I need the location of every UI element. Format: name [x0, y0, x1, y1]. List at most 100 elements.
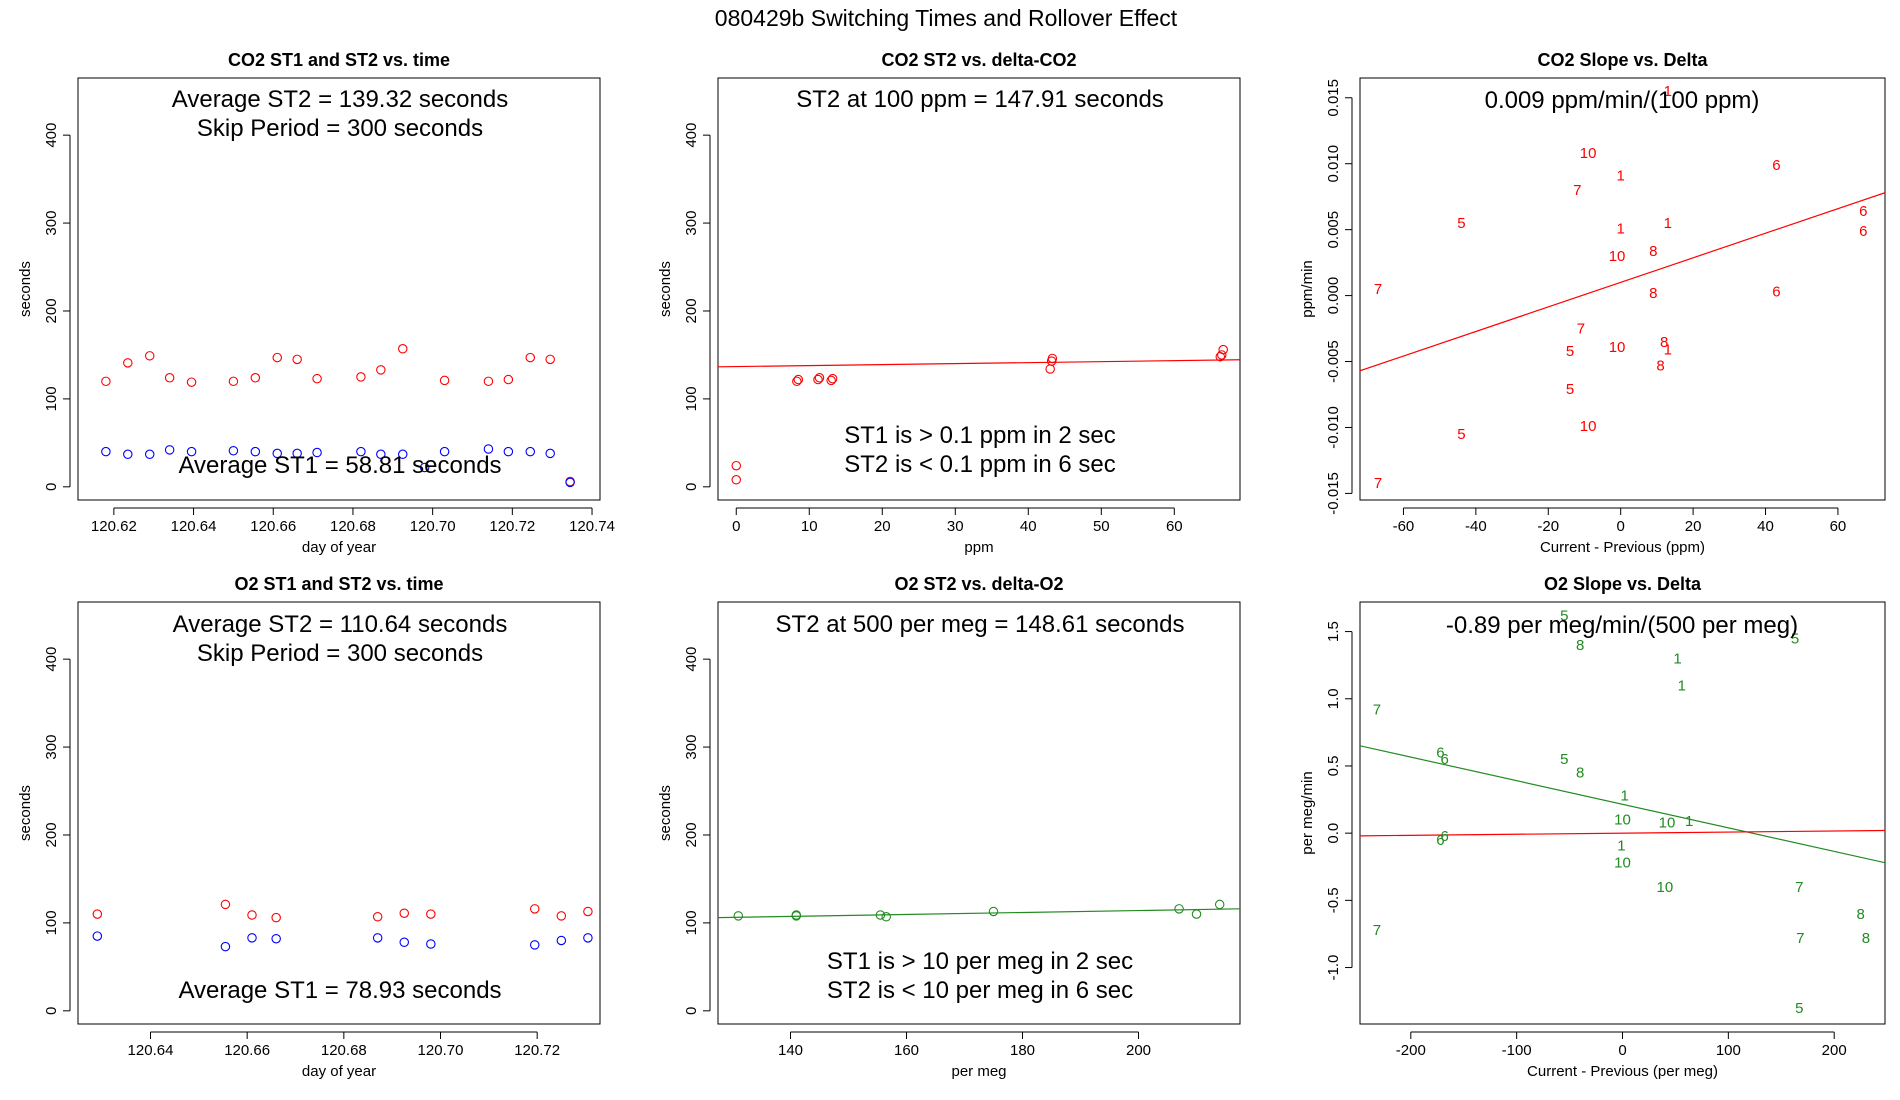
x-axis: 120.62 120.64 120.66 120.68 120.70 120.72 120.… [91, 507, 615, 535]
y-tick-label: 400 [43, 123, 60, 148]
series-1 [92, 899, 593, 923]
y-tick-label: -0.010 [1325, 406, 1342, 449]
annotation: ST2 at 100 ppm = 147.91 seconds [796, 86, 1164, 113]
point-label: 8 [1660, 334, 1668, 351]
x-tick-label: 10 [801, 518, 818, 535]
annotation: Average ST2 = 110.64 seconds [173, 611, 508, 638]
y-tick-label: 200 [43, 298, 60, 323]
x-tick-label: 20 [1685, 518, 1702, 535]
x-tick-label: 60 [1830, 518, 1847, 535]
point-label: 5 [1566, 343, 1574, 360]
point-label: 8 [1856, 906, 1864, 923]
annotation: ST1 is > 0.1 ppm in 2 sec [844, 422, 1115, 449]
x-tick-label: 40 [1757, 518, 1774, 535]
data-point [101, 446, 111, 457]
y-tick-label: 100 [43, 386, 60, 411]
data-point [220, 899, 231, 910]
point-label: 1 [1664, 342, 1672, 359]
point-label: 1 [1617, 837, 1625, 854]
data-point [356, 372, 366, 382]
plot-data [718, 899, 1240, 922]
data-point [1047, 353, 1058, 364]
series-1 [733, 899, 1225, 922]
y-tick-label: 100 [683, 386, 700, 411]
y-axis: 0 100 200 300 400 [43, 647, 71, 1015]
x-tick-label: 120.66 [250, 518, 296, 535]
point-label: 10 [1614, 812, 1631, 829]
data-point [483, 444, 494, 454]
x-tick-label: 120.68 [330, 518, 376, 535]
data-point [583, 906, 593, 917]
annotation: Average ST1 = 78.93 seconds [178, 977, 501, 1004]
point-label: 6 [1441, 828, 1449, 845]
point-label: 5 [1457, 215, 1465, 232]
data-point [793, 374, 804, 385]
point-label: 8 [1649, 285, 1657, 302]
data-point [312, 373, 322, 384]
x-tick-label: 120.74 [569, 518, 615, 535]
data-point [483, 376, 494, 387]
y-axis-label: per meg/min [1299, 771, 1316, 854]
x-tick-label: -100 [1502, 1042, 1532, 1059]
plot-title: O2 ST1 and ST2 vs. time [234, 574, 443, 594]
x-tick-label: 140 [778, 1042, 803, 1059]
point-label: 8 [1649, 243, 1657, 260]
data-point [1214, 899, 1225, 910]
y-tick-label: 200 [683, 298, 700, 323]
data-point [372, 933, 383, 943]
point-label: 10 [1659, 814, 1676, 831]
fit-line [718, 908, 1240, 919]
data-point [503, 446, 514, 457]
data-point [398, 344, 408, 354]
x-tick-label: 120.70 [418, 1042, 464, 1059]
x-tick-label: 0 [1618, 1042, 1626, 1059]
point-label: 10 [1609, 248, 1626, 265]
data-point [503, 374, 514, 385]
point-label: 8 [1656, 357, 1664, 374]
x-tick-label: 120.64 [128, 1042, 174, 1059]
x-tick-label: 200 [1126, 1042, 1151, 1059]
annotation: ST2 is < 10 per meg in 6 sec [827, 977, 1133, 1004]
point-label: 6 [1772, 157, 1780, 174]
data-point [791, 910, 802, 920]
data-point [556, 911, 567, 921]
y-tick-label: 100 [43, 910, 60, 935]
data-point [399, 908, 409, 918]
plot-frame [717, 601, 1241, 1025]
annotation: -0.89 per meg/min/(500 per meg) [1446, 612, 1798, 639]
y-tick-label: 0 [683, 1007, 700, 1015]
y-tick-label: 1.0 [1325, 688, 1342, 709]
y-tick-label: 0.0 [1325, 823, 1342, 844]
data-point [144, 449, 155, 460]
data-point [556, 935, 567, 946]
x-tick-label: -20 [1537, 518, 1559, 535]
x-tick-label: 120.72 [514, 1042, 560, 1059]
y-tick-label: 300 [43, 735, 60, 760]
plot-title: CO2 Slope vs. Delta [1537, 50, 1708, 70]
x-axis-label: day of year [302, 539, 376, 556]
data-point [123, 358, 133, 368]
x-tick-label: 60 [1166, 518, 1183, 535]
plot-data [718, 344, 1240, 485]
data-point [247, 933, 257, 943]
data-point [292, 354, 302, 365]
x-tick-label: -60 [1393, 518, 1415, 535]
fit-line [1360, 745, 1885, 864]
data-point [583, 933, 593, 943]
data-point [123, 449, 133, 460]
data-point [247, 910, 257, 920]
data-point [731, 475, 742, 485]
x-tick-label: 200 [1822, 1042, 1847, 1059]
point-label: 7 [1374, 281, 1382, 298]
data-point [1174, 904, 1184, 914]
plot-data: 1 10 7 1 6 5 1 1 10 8 6 6 7 8 6 7 8 10 1 5 8 5 5 10 7 [1360, 83, 1885, 492]
y-tick-label: 1.5 [1325, 621, 1342, 642]
point-label: 1 [1664, 83, 1672, 100]
point-label: 5 [1791, 630, 1799, 647]
data-point [529, 904, 540, 914]
data-point [525, 446, 536, 457]
x-axis: 140 160 180 200 [778, 1031, 1151, 1059]
x-axis: -60 -40 -20 0 20 40 60 [1393, 507, 1847, 535]
point-label: 1 [1673, 650, 1681, 667]
